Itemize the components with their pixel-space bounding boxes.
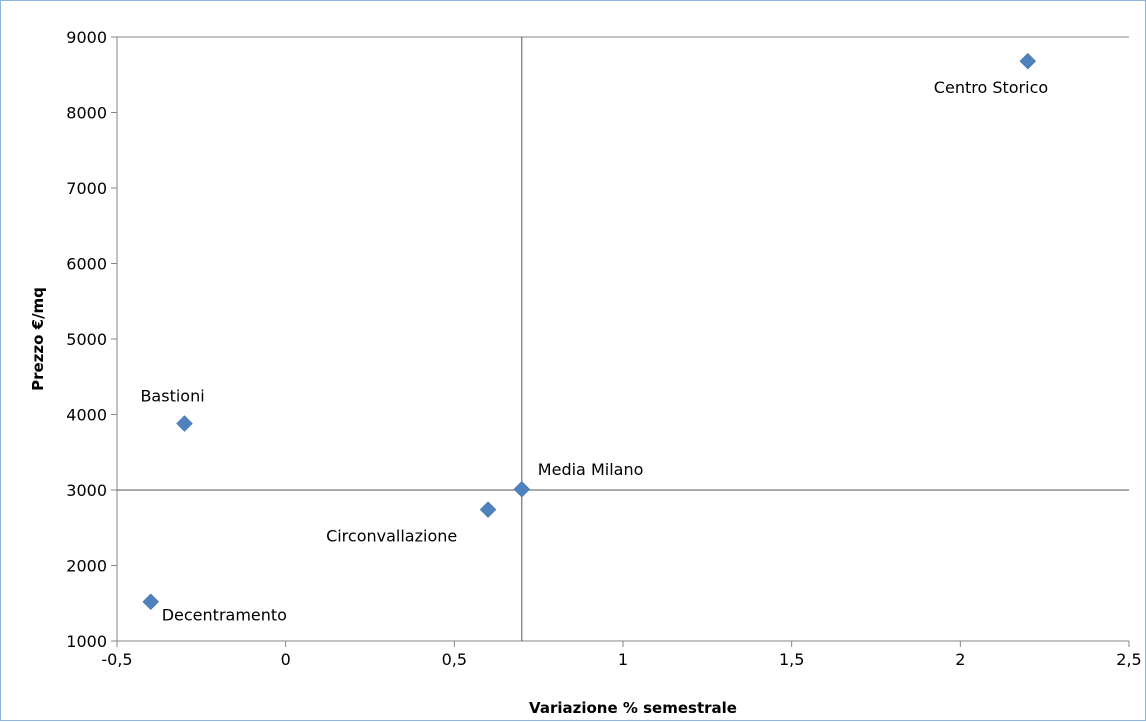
data-points (142, 52, 1037, 611)
y-tick-label: 9000 (66, 28, 107, 47)
x-tick-label: 2,5 (1116, 650, 1141, 669)
point-labels: Centro Storico Bastioni Media Milano Circon… (140, 78, 1048, 625)
data-point (1019, 52, 1037, 70)
point-label: Decentramento (162, 606, 287, 625)
y-tick-label: 6000 (66, 255, 107, 274)
point-label: Bastioni (140, 387, 204, 406)
point-label: Media Milano (538, 460, 644, 479)
x-tick-label: 1 (618, 650, 628, 669)
x-tick-label: 0,5 (442, 650, 467, 669)
data-point (142, 593, 160, 611)
y-tick-label: 3000 (66, 481, 107, 500)
x-tick-label: 2 (955, 650, 965, 669)
y-tick-label: 5000 (66, 330, 107, 349)
y-tick-label: 4000 (66, 406, 107, 425)
x-axis-title: Variazione % semestrale (529, 699, 737, 717)
point-label: Centro Storico (934, 78, 1048, 97)
y-axis-title: Prezzo €/mq (29, 287, 47, 391)
x-tick-label: -0,5 (101, 650, 132, 669)
x-axis-ticks: -0,5 0 0,5 1 1,5 2 2,5 (101, 641, 1142, 669)
y-axis-ticks: 1000 2000 3000 4000 5000 6000 7000 8000 9000 (66, 28, 117, 651)
x-tick-label: 0 (281, 650, 291, 669)
y-tick-label: 1000 (66, 632, 107, 651)
data-point (176, 415, 193, 432)
point-label: Circonvallazione (326, 527, 457, 546)
y-tick-label: 2000 (66, 557, 107, 576)
data-point (513, 480, 531, 498)
y-tick-label: 7000 (66, 179, 107, 198)
data-point (479, 501, 497, 518)
axes (116, 36, 1129, 642)
y-tick-label: 8000 (66, 104, 107, 123)
reference-lines (117, 37, 1129, 641)
x-tick-label: 1,5 (779, 650, 804, 669)
